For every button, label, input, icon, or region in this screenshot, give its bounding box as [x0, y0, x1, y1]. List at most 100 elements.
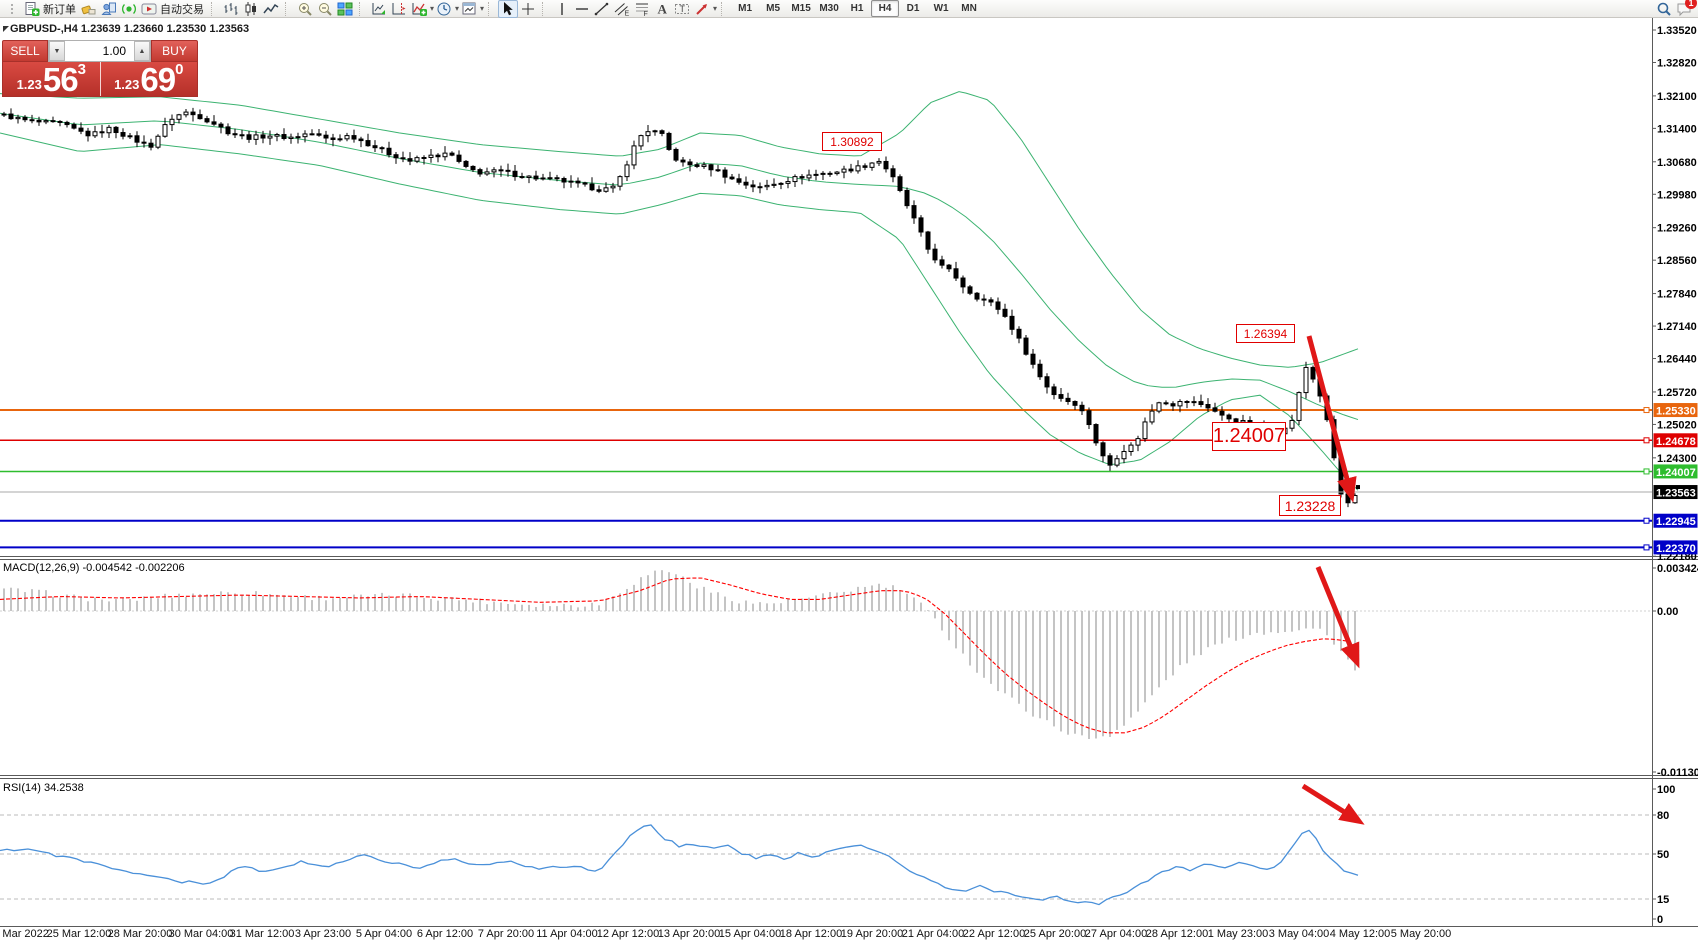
cursor-icon[interactable] [498, 0, 519, 18]
date-label: 22 Apr 12:00 [962, 928, 1026, 940]
date-label: 12 Apr 12:00 [596, 928, 660, 940]
price-annotation-1.30892[interactable]: 1.30892 [822, 132, 882, 151]
date-label: 18 Apr 12:00 [779, 928, 843, 940]
price-annotation-1.26394[interactable]: 1.26394 [1236, 324, 1295, 343]
buy-button[interactable]: BUY [151, 40, 198, 62]
volume-decrease-button[interactable]: ▼ [49, 41, 65, 61]
eraser-icon[interactable] [79, 0, 99, 18]
indicators-icon[interactable] [409, 0, 429, 18]
sell-button[interactable]: SELL [2, 40, 48, 62]
timeframe-button-D1[interactable]: D1 [906, 3, 920, 14]
fibonacci-icon[interactable]: F [632, 0, 652, 18]
price-annotation-1.23228[interactable]: 1.23228 [1279, 495, 1341, 516]
macd-tick-0.003424: 0.003424 [1657, 563, 1698, 575]
date-label: 15 Apr 04:00 [718, 928, 782, 940]
bar-chart-icon[interactable] [221, 0, 241, 18]
tile-windows-icon[interactable] [335, 0, 355, 18]
price-tick-1.26440: 1.26440 [1657, 354, 1697, 366]
price-annotation-1.24007[interactable]: 1.24007 [1212, 422, 1286, 451]
new-order-button-label: 新订单 [43, 3, 76, 16]
indicators-icon-dropdown[interactable]: ▾ [430, 4, 435, 13]
trendline-icon[interactable] [592, 0, 612, 18]
axis-label-box-1.24678 [1653, 433, 1698, 448]
channel-icon[interactable]: E [612, 0, 632, 18]
date-label: 25 Apr 20:00 [1023, 928, 1087, 940]
auto-scroll-icon[interactable] [369, 0, 389, 18]
macd-label: MACD(12,26,9) -0.004542 -0.002206 [3, 562, 185, 574]
toolbar: 新订单 自动交易 ▾ ▾ ▾ E F A T ▾ M1 M5 M15 M30 H1 H4 D1 W1 MN 1 [0, 0, 1698, 18]
timeframe-button-M5[interactable]: M5 [766, 3, 781, 14]
shapes-icon[interactable] [692, 0, 712, 18]
sell-price-prefix: 1.23 [16, 77, 42, 92]
chat-icon[interactable]: 1 [1674, 0, 1697, 18]
macd-tick-0.00: 0.00 [1657, 606, 1678, 618]
price-tick-1.28560: 1.28560 [1657, 255, 1697, 267]
date-label: 5 May 20:00 [1390, 928, 1452, 940]
autotrade-icon[interactable] [139, 0, 159, 18]
profiles-icon[interactable] [99, 0, 119, 18]
axis-label-1.25330: 1.25330 [1656, 406, 1696, 418]
crosshair-icon[interactable] [518, 0, 538, 18]
search-icon[interactable] [1654, 0, 1674, 18]
date-label: 3 May 04:00 [1268, 928, 1330, 940]
date-label: 24 Mar 2022 [0, 928, 49, 940]
last-bar-marker [1356, 485, 1360, 490]
zoom-out-icon[interactable] [315, 0, 335, 18]
autotrading-button[interactable]: 自动交易 [139, 0, 207, 18]
timeframe-button-M15[interactable]: M15 [791, 3, 811, 14]
svg-text:F: F [644, 11, 648, 17]
date-label: 25 Mar 12:00 [46, 928, 112, 940]
date-label: 5 Apr 04:00 [355, 928, 413, 940]
signal-icon[interactable] [119, 0, 139, 18]
axis-label-1.23563: 1.23563 [1656, 488, 1696, 500]
bb-upper-line [0, 91, 1359, 368]
one-click-expander[interactable] [3, 26, 9, 32]
doc-plus-icon[interactable] [22, 0, 42, 18]
axis-label-box-1.25330 [1653, 403, 1698, 418]
date-label: 11 Apr 04:00 [536, 928, 598, 940]
trend-arrow-macd[interactable] [1315, 566, 1360, 669]
toolbar-separator [359, 1, 367, 16]
chart-background [0, 18, 1698, 941]
timeframe-button-H4[interactable]: H4 [871, 0, 900, 17]
date-label: 21 Apr 04:00 [901, 928, 965, 940]
text-icon[interactable]: A [652, 0, 672, 18]
chart-shift-icon[interactable] [389, 0, 409, 18]
periods-icon-dropdown[interactable]: ▾ [455, 4, 460, 13]
timeframe-button-W1[interactable]: W1 [933, 3, 949, 14]
sell-price[interactable]: 1.23 56 3 [3, 62, 101, 96]
svg-text:T: T [680, 3, 686, 13]
timeframe-button-MN[interactable]: MN [961, 3, 977, 14]
main-pane [0, 91, 1652, 549]
candlestick-icon[interactable] [241, 0, 261, 18]
label-icon[interactable]: T [672, 0, 692, 18]
axis-label-box-1.22945 [1653, 513, 1698, 528]
hline-icon[interactable] [572, 0, 592, 18]
trend-arrow-main[interactable] [1306, 335, 1357, 503]
zoom-in-icon[interactable] [295, 0, 315, 18]
timeframe-button-M1[interactable]: M1 [738, 3, 753, 14]
buy-price[interactable]: 1.23 69 0 [101, 62, 198, 96]
shapes-icon-dropdown[interactable]: ▾ [713, 4, 718, 13]
new-order-button[interactable]: 新订单 [22, 0, 79, 18]
periods-icon[interactable] [434, 0, 454, 18]
trend-arrow-rsi[interactable] [1301, 783, 1365, 825]
date-label: 1 May 23:00 [1207, 928, 1269, 940]
templates-icon-dropdown[interactable]: ▾ [480, 4, 485, 13]
volume-increase-button[interactable]: ▲ [134, 41, 150, 61]
sell-price-pip: 3 [77, 61, 86, 78]
templates-icon[interactable] [459, 0, 479, 18]
toolbar-separator [721, 1, 729, 16]
grip-icon[interactable] [2, 0, 22, 18]
volume-input[interactable]: 1.00 [102, 44, 126, 58]
date-label: 7 Apr 20:00 [477, 928, 535, 940]
timeframe-button-H1[interactable]: H1 [850, 3, 864, 14]
rsi-tick-15: 15 [1657, 894, 1669, 906]
timeframe-button-M30[interactable]: M30 [819, 3, 839, 14]
buy-price-prefix: 1.23 [114, 77, 140, 92]
date-label: 3 Apr 23:00 [294, 928, 352, 940]
vline-icon[interactable] [552, 0, 572, 18]
rsi-line [0, 824, 1359, 906]
line-chart-icon[interactable] [261, 0, 281, 18]
